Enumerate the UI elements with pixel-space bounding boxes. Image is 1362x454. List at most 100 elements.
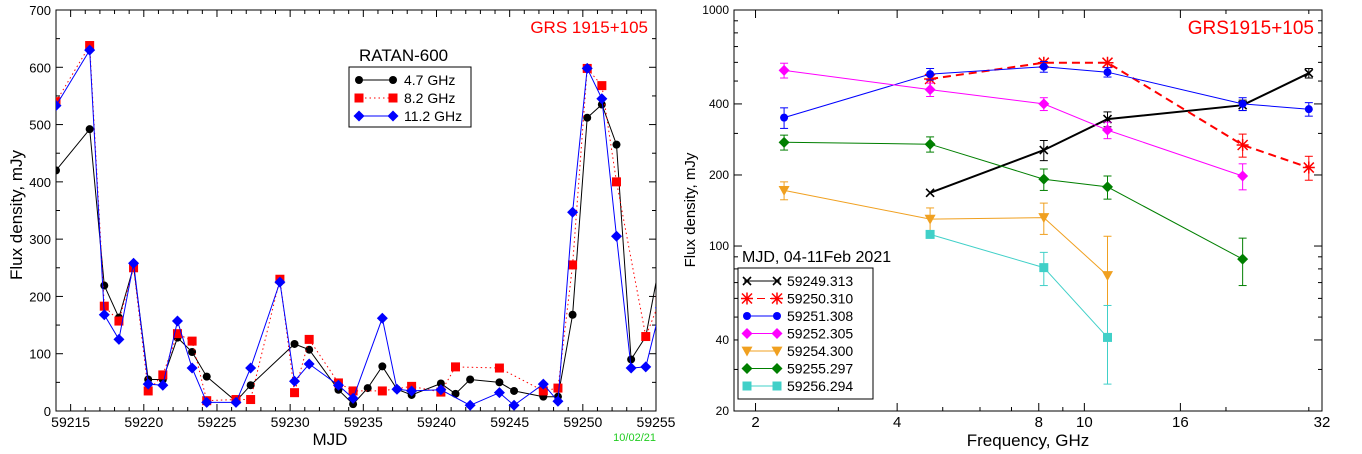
right-legend-title: MJD, 04-11Feb 2021 (742, 249, 891, 266)
right-chart: 20 40 100 200 400 1000 2 4 8 10 16 32 GRS1915+105 F… (682, 3, 1330, 450)
left-data-point (114, 316, 124, 326)
left-y-tick-label: 600 (29, 60, 51, 75)
left-x-tick-label: 59225 (198, 414, 237, 430)
left-data-point (142, 378, 154, 390)
left-axis-ticks: 0 100 200 300 400 500 600 700 59215 59220 59225 592… (29, 3, 675, 430)
right-chart-title: GRS1915+105 (1188, 18, 1314, 39)
right-x-tick-label: 4 (893, 414, 901, 431)
left-data-point (188, 347, 197, 356)
left-chart: 0 100 200 300 400 500 600 700 59215 59220 59225 592… (7, 3, 676, 449)
left-data-point (654, 306, 656, 309)
left-chart-title: GRS 1915+105 (530, 18, 648, 37)
left-data-point (98, 309, 110, 321)
left-y-tick-label: 0 (44, 404, 51, 419)
left-data-point (610, 230, 622, 242)
left-legend: RATAN-600 4.7 GHz 8.2 GHz 11.2 GHz (348, 46, 472, 128)
right-data-point (1102, 181, 1114, 193)
left-data-point (246, 381, 255, 390)
left-data-point (202, 372, 211, 381)
right-data-point (1238, 99, 1247, 108)
left-date-stamp: 10/02/21 (613, 432, 656, 444)
left-y-tick-label: 700 (29, 3, 51, 18)
right-legend-marker (771, 292, 783, 305)
right-data-point (1237, 253, 1249, 265)
right-legend-marker (742, 276, 752, 286)
left-data-point (553, 383, 563, 393)
left-data-point (201, 396, 213, 408)
left-data-point (596, 93, 608, 105)
right-legend-marker (742, 381, 752, 391)
left-data-point (56, 100, 62, 112)
right-series-line (784, 69, 1243, 177)
left-data-point (376, 312, 388, 324)
right-legend-label: 59252.305 (787, 326, 853, 342)
right-series-2 (780, 61, 1313, 129)
left-data-point (348, 386, 358, 396)
right-legend-marker (741, 346, 753, 357)
right-legend-marker (743, 312, 751, 320)
left-legend-marker (354, 93, 364, 103)
left-data-point (640, 361, 652, 373)
left-data-point (172, 329, 182, 339)
left-data-point (552, 395, 564, 407)
right-data-point (780, 113, 789, 122)
left-x-tick-label: 59255 (637, 414, 676, 430)
right-series-line (929, 61, 1310, 169)
right-axis-ticks: 20 40 100 200 400 1000 2 4 8 10 16 32 (702, 3, 1330, 431)
left-data-point (378, 362, 387, 371)
right-data-point (925, 229, 935, 239)
left-data-point (56, 166, 60, 175)
right-data-point (1304, 105, 1313, 114)
left-data-point (625, 362, 637, 374)
left-x-axis-label: MJD (313, 430, 348, 449)
right-data-point (778, 64, 790, 76)
right-data-point (1039, 263, 1049, 273)
left-data-point (332, 379, 344, 391)
left-legend-marker (355, 76, 363, 84)
left-data-point (538, 386, 548, 396)
left-legend-items: 4.7 GHz 8.2 GHz 11.2 GHz (353, 72, 462, 124)
right-legend-marker (773, 312, 781, 320)
left-data-point (113, 333, 125, 345)
left-data-point (290, 339, 299, 348)
left-data-point (597, 100, 606, 109)
left-data-point (612, 140, 621, 149)
left-data-point (641, 332, 651, 342)
left-data-point (494, 363, 504, 373)
right-series-0 (925, 68, 1314, 198)
left-legend-title: RATAN-600 (359, 46, 448, 65)
left-data-point (581, 62, 593, 74)
right-legend-marker (771, 363, 783, 374)
left-data-point (246, 395, 256, 405)
left-x-tick-label: 59235 (344, 414, 383, 430)
left-data-point (406, 385, 418, 397)
right-series-3 (778, 62, 1249, 191)
right-data-point (1102, 271, 1114, 282)
right-legend-label: 59251.308 (787, 308, 853, 324)
left-data-point (274, 276, 286, 288)
left-x-tick-label: 59230 (271, 414, 310, 430)
left-data-point (157, 379, 169, 391)
right-y-tick-label: 200 (709, 168, 729, 182)
left-legend-box (348, 66, 472, 128)
left-data-point (493, 387, 505, 399)
left-x-tick-label: 59240 (417, 414, 456, 430)
left-legend-label: 8.2 GHz (404, 90, 455, 106)
right-plot-frame (733, 9, 1323, 412)
right-data-point (1236, 138, 1249, 151)
right-x-tick-label: 16 (1172, 414, 1189, 431)
left-y-tick-label: 400 (29, 175, 51, 190)
right-legend-items: 59249.31359250.31059251.30859252.3055925… (741, 273, 853, 394)
left-data-point (508, 399, 520, 411)
right-data-point (1103, 332, 1113, 342)
right-data-point (1039, 62, 1048, 71)
left-x-tick-label: 59245 (490, 414, 529, 430)
left-data-point (436, 379, 445, 388)
left-data-point (597, 81, 607, 91)
right-legend-marker (741, 292, 753, 305)
left-y-tick-label: 500 (29, 118, 51, 133)
right-legend-marker (772, 381, 782, 391)
left-data-point (568, 310, 577, 319)
left-legend-marker (388, 93, 398, 103)
left-data-point (186, 362, 198, 374)
